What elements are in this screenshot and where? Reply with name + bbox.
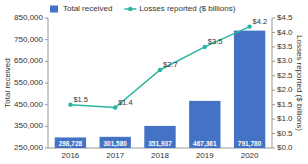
bar xyxy=(234,31,265,148)
x-tick-label: 2016 xyxy=(62,151,80,160)
y2-tick-label: $1.5 xyxy=(277,100,293,109)
y-tick xyxy=(45,126,48,127)
y2-tick xyxy=(272,18,275,19)
legend-item: Total received xyxy=(50,4,112,13)
y-tick xyxy=(45,104,48,105)
y2-tick xyxy=(272,90,275,91)
bar-label: 791,780 xyxy=(238,140,262,148)
legend-marker xyxy=(128,7,132,11)
y-tick-label: 850,000 xyxy=(14,13,43,22)
line-marker xyxy=(158,68,162,72)
y2-tick xyxy=(272,133,275,134)
y2-tick-label: $3.5 xyxy=(277,42,293,51)
y-tick-label: 250,000 xyxy=(14,143,43,152)
y2-tick-label: $4.0 xyxy=(277,28,293,37)
y2-axis-label: Losses reported ($ billions) xyxy=(295,35,304,131)
bar xyxy=(189,101,220,148)
line-label: $2.7 xyxy=(163,60,178,69)
y2-tick xyxy=(272,104,275,105)
y-tick-label: 450,000 xyxy=(14,100,43,109)
x-tick-label: 2019 xyxy=(196,151,214,160)
bar xyxy=(55,137,86,148)
line-label: $1.4 xyxy=(118,98,133,107)
plot-area xyxy=(55,24,266,148)
y2-tick-label: $1.0 xyxy=(277,114,293,123)
y2-tick-label: $0.5 xyxy=(277,129,293,138)
legend-item: Losses reported ($ billions) xyxy=(124,4,235,13)
legend-label: Total received xyxy=(63,4,112,13)
legend-swatch xyxy=(50,6,58,13)
y-tick xyxy=(45,148,48,149)
y-tick xyxy=(45,18,48,19)
line-label: $4.2 xyxy=(253,17,268,26)
line-marker xyxy=(203,45,207,49)
y2-axis-line xyxy=(272,18,273,148)
line xyxy=(70,27,249,108)
y-tick-label: 650,000 xyxy=(14,56,43,65)
legend-label: Losses reported ($ billions) xyxy=(139,4,235,13)
y2-tick xyxy=(272,119,275,120)
y-tick xyxy=(45,39,48,40)
y-tick-label: 350,000 xyxy=(14,121,43,130)
y-tick xyxy=(45,83,48,84)
bar xyxy=(100,137,131,148)
line-marker xyxy=(113,105,117,109)
y-tick xyxy=(45,61,48,62)
line-label: $3.5 xyxy=(208,37,223,46)
y2-tick xyxy=(272,32,275,33)
y2-tick xyxy=(272,75,275,76)
y-axis-label: Total received xyxy=(3,58,12,107)
chart-container: 250,000 350,000 450,000 550,000 650,000 750,0… xyxy=(0,0,308,164)
y2-tick xyxy=(272,46,275,47)
legend: Total received Losses reported ($ billion… xyxy=(50,4,236,13)
bar-label: 467,361 xyxy=(193,140,217,148)
bar xyxy=(144,126,175,148)
y2-tick-label: $4.5 xyxy=(277,13,293,22)
line-label: $1.5 xyxy=(73,95,88,104)
bar-label: 301,580 xyxy=(103,140,127,148)
y2-tick-label: $2.0 xyxy=(277,85,293,94)
y2-tick-label: $2.5 xyxy=(277,71,293,80)
chart: 250,000 350,000 450,000 550,000 650,000 750,0… xyxy=(0,0,308,164)
bar-label: 298,728 xyxy=(59,140,83,148)
y-tick-label: 550,000 xyxy=(14,78,43,87)
y2-tick-label: $3.0 xyxy=(277,56,293,65)
line-marker xyxy=(247,24,251,28)
bar-label: 351,937 xyxy=(148,140,172,148)
y2-tick-label: $0.0 xyxy=(277,143,293,152)
data-labels: 298,728 301,580 351,937 467,361 791,780 $1.5 $… xyxy=(59,17,268,148)
x-tick-label: 2017 xyxy=(106,151,124,160)
x-tick-label: 2018 xyxy=(151,151,169,160)
y-tick-label: 750,000 xyxy=(14,35,43,44)
y2-tick xyxy=(272,148,275,149)
x-tick-label: 2020 xyxy=(241,151,259,160)
y2-tick xyxy=(272,61,275,62)
line-marker xyxy=(68,102,72,106)
